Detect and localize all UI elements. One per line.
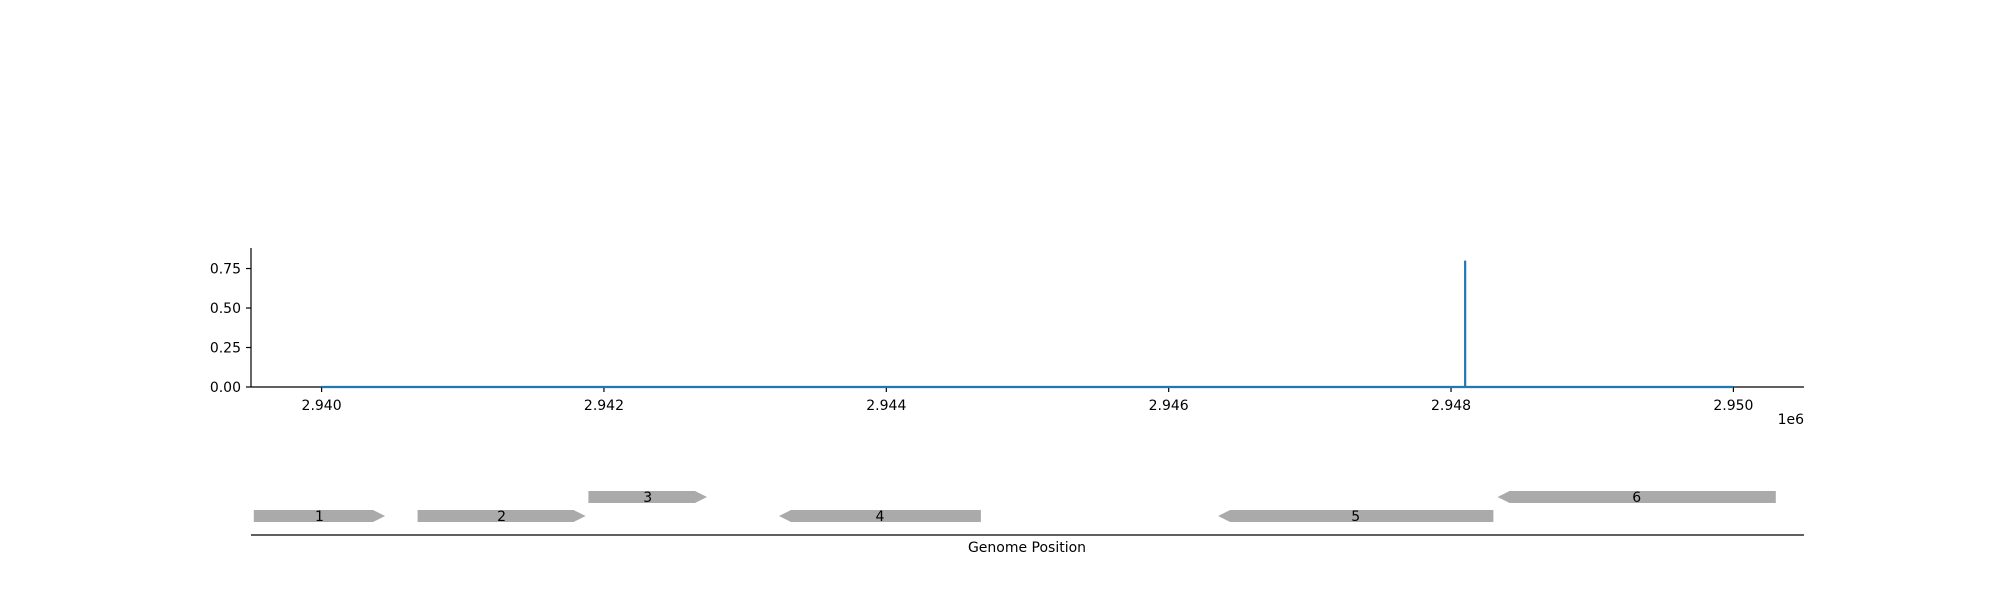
y-tick-label: 0.75 bbox=[210, 262, 241, 278]
x-tick-label: 2.950 bbox=[1713, 398, 1753, 414]
gene-label: 3 bbox=[643, 490, 652, 506]
gene-track-xlabel: Genome Position bbox=[968, 540, 1086, 556]
gene-arrow bbox=[417, 510, 586, 522]
gene-track: 1 2 3 4 5 6 Genome Position bbox=[251, 490, 1804, 556]
gene-arrow bbox=[253, 510, 386, 522]
gene-arrow bbox=[1218, 510, 1494, 522]
gene-label: 1 bbox=[315, 509, 324, 525]
gene-arrow-group: 1 2 3 4 5 6 bbox=[253, 490, 1776, 525]
gene-label: 5 bbox=[1351, 509, 1360, 525]
y-tick-group: 0.00 0.25 0.50 0.75 bbox=[210, 262, 251, 396]
gene-arrow bbox=[588, 491, 707, 503]
signal-plot: 2.940 2.942 2.944 2.946 2.948 2.950 0.000.250… bbox=[210, 248, 1804, 428]
x-tick-label: 2.944 bbox=[866, 398, 906, 414]
gene-label: 2 bbox=[497, 509, 506, 525]
gene-arrow bbox=[1497, 491, 1776, 503]
y-tick-label: 0.00 bbox=[210, 380, 241, 396]
x-tick-label: 2.948 bbox=[1431, 398, 1471, 414]
x-tick-label: 2.946 bbox=[1149, 398, 1189, 414]
y-tick-label: 0.50 bbox=[210, 301, 241, 317]
x-tick-label: 2.942 bbox=[584, 398, 624, 414]
x-tick-group: 2.940 2.942 2.944 2.946 2.948 2.950 bbox=[302, 387, 1753, 414]
gene-label: 4 bbox=[876, 509, 885, 525]
y-tick-label: 0.25 bbox=[210, 341, 241, 357]
x-tick-label: 2.940 bbox=[302, 398, 342, 414]
gene-arrow bbox=[779, 510, 981, 522]
gene-label: 6 bbox=[1632, 490, 1641, 506]
signal-series-line bbox=[321, 260, 1734, 389]
x-offset-label: 1e6 bbox=[1778, 412, 1805, 428]
